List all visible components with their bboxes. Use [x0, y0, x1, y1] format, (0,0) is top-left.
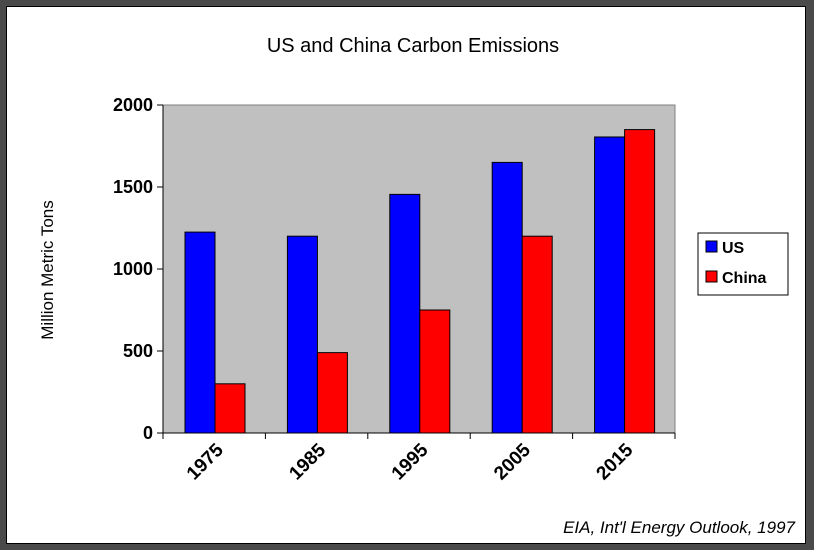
y-tick-label: 500	[123, 341, 153, 361]
bar-china-1985	[316, 352, 348, 434]
y-tick-label: 0	[143, 423, 153, 443]
x-tick-label: 1995	[388, 439, 433, 484]
bar-china-2015	[624, 129, 656, 434]
x-tick-label: 1985	[285, 439, 330, 484]
x-axis: 1975 1985 1995 2005 2015	[162, 432, 676, 484]
bars	[184, 129, 656, 434]
y-tick-label: 1000	[113, 259, 153, 279]
x-tick-label: 2015	[593, 439, 638, 484]
y-tick-label: 1500	[113, 177, 153, 197]
legend-label-us: US	[722, 240, 745, 257]
y-axis: 0 500 1000 1500 2000	[113, 95, 164, 443]
legend: US China	[697, 232, 789, 296]
y-axis-label: Million Metric Tons	[38, 200, 57, 340]
y-tick-label: 2000	[113, 95, 153, 115]
legend-swatch-china	[705, 270, 718, 283]
chart-title: US and China Carbon Emissions	[267, 35, 559, 57]
bar-china-1975	[214, 383, 246, 434]
x-tick-label: 2005	[490, 439, 535, 484]
bar-us-2015	[594, 136, 626, 434]
bar-us-1985	[286, 235, 318, 434]
legend-swatch-us	[705, 240, 718, 253]
source-note: EIA, Int'l Energy Outlook, 1997	[563, 518, 795, 537]
x-tick-label: 1975	[183, 439, 228, 484]
legend-label-china: China	[722, 270, 767, 287]
bar-china-1995	[419, 309, 451, 434]
bar-us-2005	[491, 161, 523, 434]
bar-china-2005	[521, 235, 553, 434]
bar-us-1995	[389, 193, 421, 434]
bar-us-1975	[184, 231, 216, 434]
